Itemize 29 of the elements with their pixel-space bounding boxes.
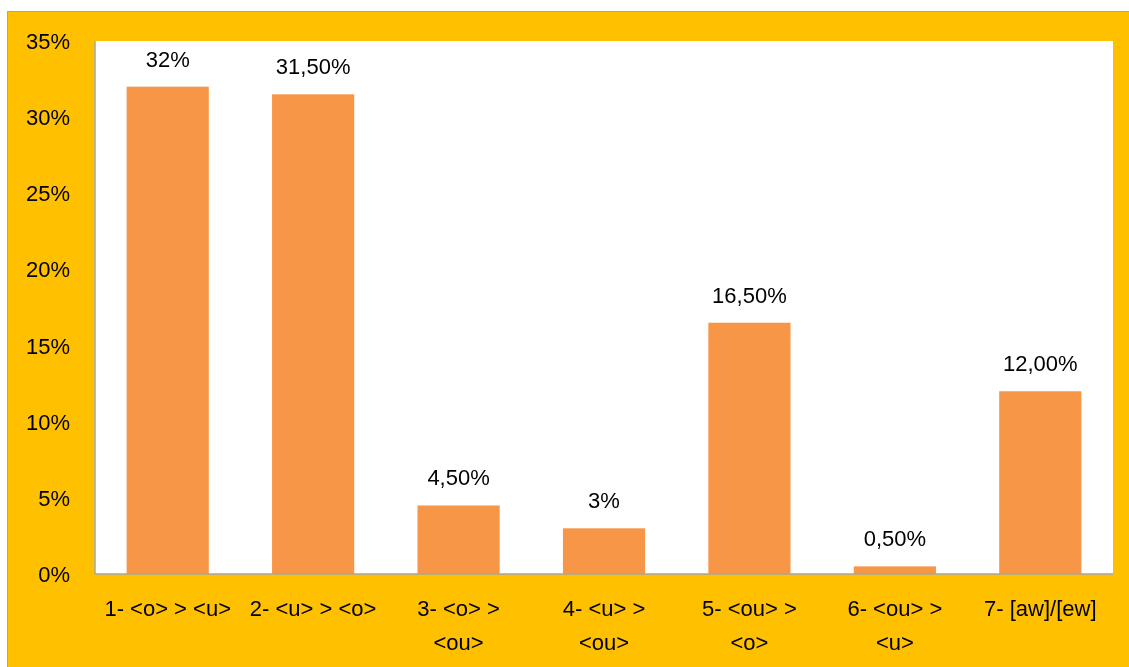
y-tick-label: 10% xyxy=(25,409,70,435)
data-label: 31,50% xyxy=(275,54,351,80)
x-tick-label: 3- <o> > <ou> xyxy=(417,596,500,655)
x-tick-label: 6- <ou> > <u> xyxy=(847,596,943,655)
y-tick-label: 15% xyxy=(25,333,70,359)
data-label: 16,50% xyxy=(712,282,787,308)
x-tick-label: 1- <o> > <u> xyxy=(104,596,232,621)
y-tick-label: 30% xyxy=(25,104,70,130)
bar xyxy=(708,322,791,574)
y-tick-label: 25% xyxy=(25,180,70,206)
bar xyxy=(417,505,500,574)
bar xyxy=(562,528,646,574)
x-tick-label: 7- [aw]/[ew] xyxy=(984,596,1097,621)
y-tick-label: 20% xyxy=(25,256,70,282)
bar xyxy=(999,391,1082,574)
bar xyxy=(853,566,936,574)
y-tick-label: 5% xyxy=(38,485,70,511)
y-tick-label: 35% xyxy=(25,28,70,54)
x-tick-label: 5- <ou> > <o> xyxy=(702,596,797,655)
data-label: 12,00% xyxy=(1002,351,1078,377)
data-label: 32% xyxy=(145,46,190,72)
x-tick-label: 2- <u> > <o> xyxy=(249,596,377,621)
y-tick-label: 0% xyxy=(38,561,70,587)
bar xyxy=(272,94,355,574)
data-label: 3% xyxy=(588,488,620,514)
data-label: 0,50% xyxy=(863,526,927,552)
bar xyxy=(126,86,209,574)
x-tick-label: 4- <u> > <ou> xyxy=(562,596,646,655)
data-label: 4,50% xyxy=(427,465,490,491)
